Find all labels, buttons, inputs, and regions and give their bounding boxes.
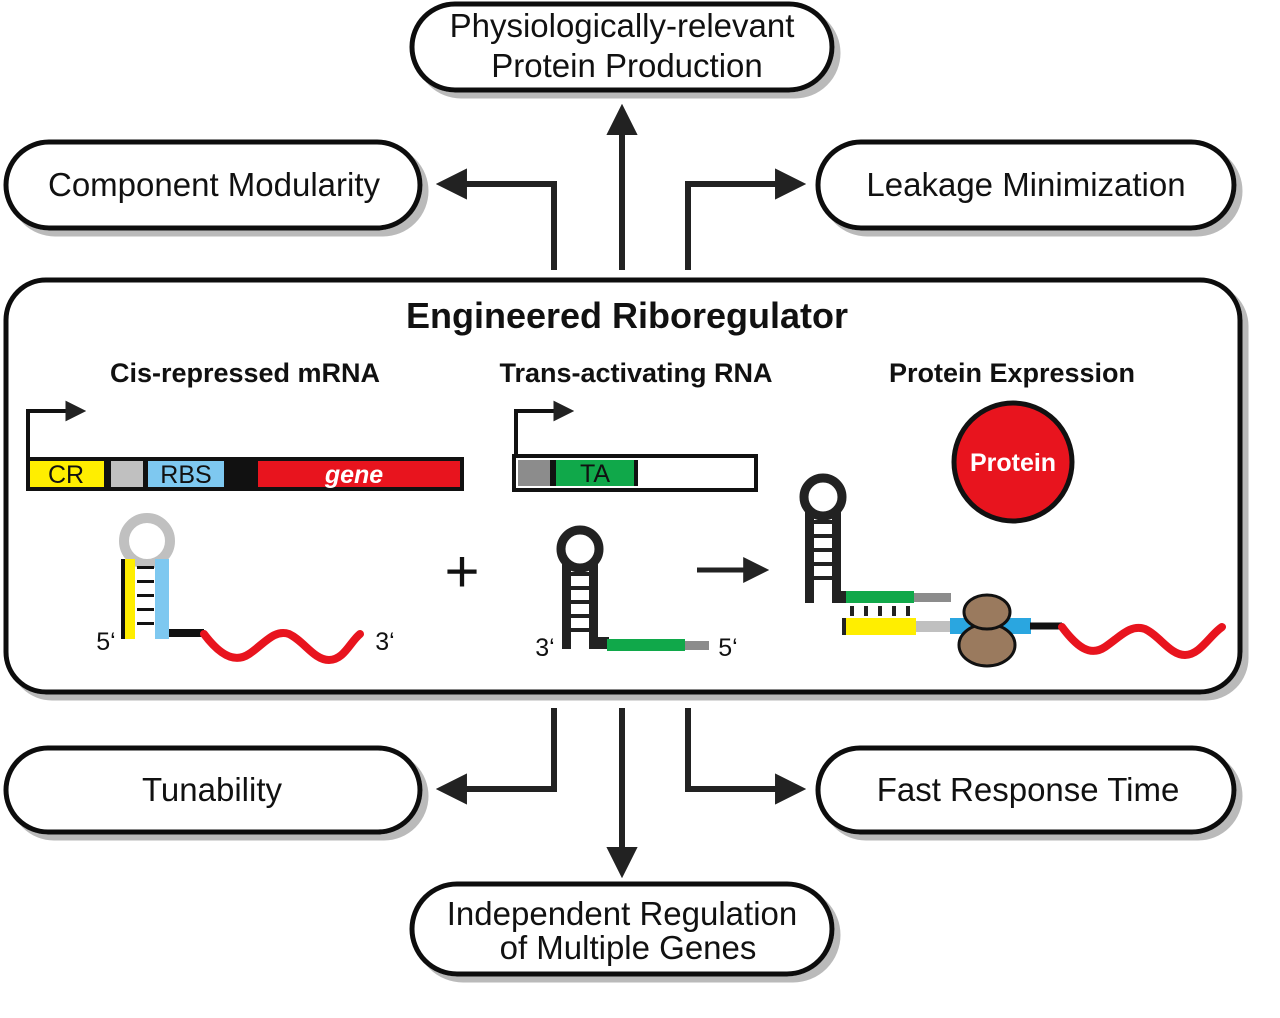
outcome-tunability: Tunability — [6, 748, 420, 832]
spacer-segment — [111, 461, 143, 487]
panel-title: Engineered Riboregulator — [406, 295, 848, 336]
protein-expression-label: Protein Expression — [889, 358, 1135, 388]
cis-construct: CR RBS gene — [26, 457, 464, 491]
protein-label: Protein — [970, 449, 1056, 477]
cis-three-prime: 3‘ — [375, 628, 394, 656]
arrow-to-leakage — [688, 184, 800, 270]
rbs-label: RBS — [160, 461, 211, 489]
outcome-leakage-label: Leakage Minimization — [866, 166, 1185, 203]
outcome-independent-line2: of Multiple Genes — [500, 929, 757, 966]
plus-sign: + — [444, 538, 479, 605]
arrow-to-fast-response — [688, 708, 800, 789]
riboregulator-panel: Engineered Riboregulator Cis-repressed m… — [6, 280, 1240, 692]
outcome-modularity: Component Modularity — [6, 142, 420, 228]
gene-label: gene — [324, 461, 383, 489]
trans-three-prime: 3‘ — [535, 634, 554, 662]
outcome-physiological: Physiologically-relevant Protein Product… — [412, 4, 832, 90]
outcome-tunability-label: Tunability — [142, 771, 283, 808]
trans-construct: TA — [514, 456, 756, 490]
ta-spacer-segment — [518, 460, 550, 486]
outcome-modularity-label: Component Modularity — [48, 166, 380, 203]
outcome-independent: Independent Regulation of Multiple Genes — [412, 884, 832, 974]
arrow-to-tunability — [442, 708, 554, 789]
ribosome — [959, 595, 1015, 666]
outcome-physiological-line1: Physiologically-relevant — [450, 7, 795, 44]
outcome-fast-response-label: Fast Response Time — [877, 771, 1180, 808]
cis-label: Cis-repressed mRNA — [110, 358, 380, 388]
outcome-independent-line1: Independent Regulation — [447, 895, 797, 932]
outcome-fast-response: Fast Response Time — [818, 748, 1234, 832]
trans-label: Trans-activating RNA — [499, 358, 772, 388]
ta-label: TA — [580, 460, 610, 488]
outcome-leakage: Leakage Minimization — [818, 142, 1234, 228]
outcome-physiological-line2: Protein Production — [491, 47, 763, 84]
protein-circle: Protein — [954, 403, 1072, 521]
cr-label: CR — [48, 461, 84, 489]
arrow-to-modularity — [442, 184, 554, 270]
trans-five-prime: 5‘ — [718, 634, 737, 662]
cis-five-prime: 5‘ — [96, 628, 115, 656]
